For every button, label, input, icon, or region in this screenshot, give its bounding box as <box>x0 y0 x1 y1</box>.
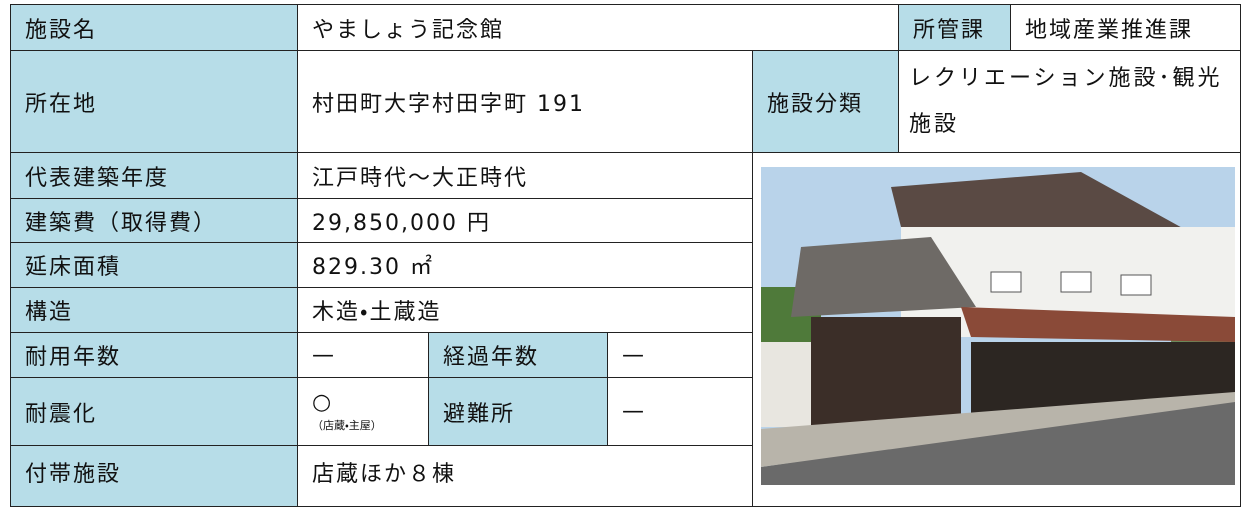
value-cell: 江戸時代～大正時代 <box>297 152 753 199</box>
value-cell: 村田町大字村田字町 191 <box>297 50 753 153</box>
value-cell: やましょう記念館 <box>297 4 899 51</box>
value-cell: 木造・土蔵造 <box>297 287 753 333</box>
seismic-value: ○ <box>312 390 334 415</box>
label-cell: 施設分類 <box>752 50 899 153</box>
label-cell: 代表建築年度 <box>10 152 298 199</box>
label-cell: 構造 <box>10 287 298 333</box>
label-cell: 耐用年数 <box>10 332 298 378</box>
label-cell: 所管課 <box>898 4 1011 51</box>
label-cell: 経過年数 <box>428 332 608 378</box>
value-cell: 店蔵ほか８棟 <box>297 445 753 507</box>
value-cell: 829.30 ㎡ <box>297 242 753 288</box>
label-cell: 付帯施設 <box>10 445 298 507</box>
label-cell: 所在地 <box>10 50 298 153</box>
label-cell: 耐震化 <box>10 377 298 446</box>
value-cell: 地域産業推進課 <box>1010 4 1241 51</box>
value-cell: レクリエーション施設･観光施設 <box>898 50 1241 153</box>
value-cell: — <box>607 377 753 446</box>
value-cell: — <box>297 332 429 378</box>
seismic-note: （店蔵・主屋） <box>312 419 382 432</box>
value-cell: ○ （店蔵・主屋） <box>297 377 429 446</box>
building-photo <box>761 167 1235 485</box>
label-cell: 避難所 <box>428 377 608 446</box>
value-cell: 29,850,000 円 <box>297 198 753 243</box>
label-cell: 建築費（取得費） <box>10 198 298 243</box>
label-cell: 延床面積 <box>10 242 298 288</box>
value-cell: — <box>607 332 753 378</box>
label-cell: 施設名 <box>10 4 298 51</box>
